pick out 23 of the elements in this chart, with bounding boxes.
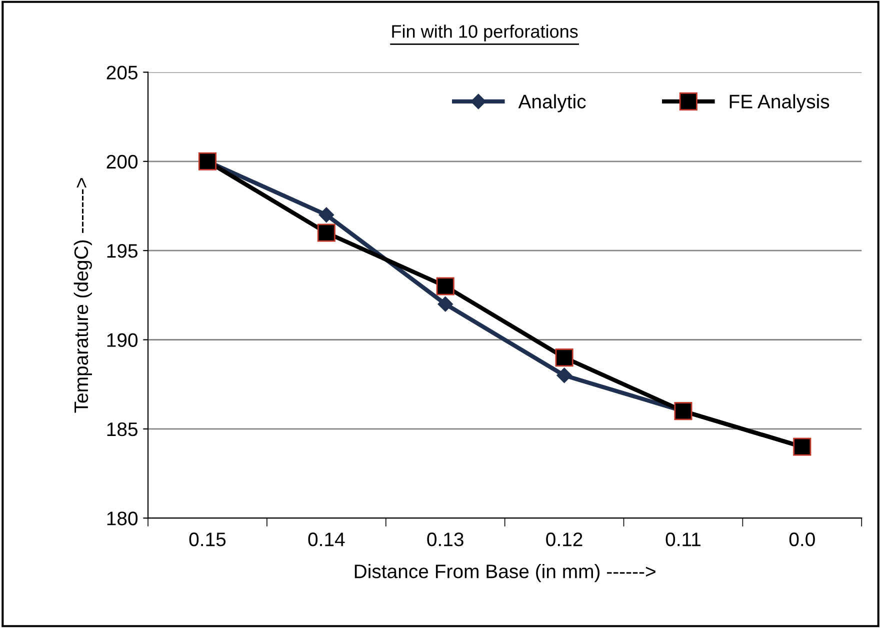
point <box>556 368 572 383</box>
point <box>318 207 334 222</box>
point <box>436 277 454 296</box>
legend-label: FE Analysis <box>730 94 830 112</box>
y-tick-label: 180 <box>107 512 138 526</box>
x-tick-label: 0.14 <box>308 532 345 546</box>
point <box>438 296 453 312</box>
x-tick-label: 0.13 <box>427 532 464 546</box>
y-tick-label: 200 <box>106 154 138 169</box>
x-tick-label: 0.12 <box>546 532 582 546</box>
x-tick-label: 0.15 <box>189 532 226 546</box>
y-tick-label: 185 <box>107 422 138 436</box>
legend-label: Analytic <box>518 94 586 112</box>
y-axis-title: Temparature (degC) -------> <box>74 178 92 413</box>
x-tick-label: 0.0 <box>789 532 815 546</box>
point <box>555 348 574 367</box>
point <box>317 224 336 242</box>
x-tick-label: 0.11 <box>666 532 700 546</box>
y-tick-label: 190 <box>107 333 138 347</box>
x-axis-title: Distance From Base (in mm) ------> <box>354 564 656 582</box>
chart-title: Fin with 10 perforations <box>392 24 578 42</box>
y-tick-label: 195 <box>107 244 138 258</box>
y-tick-label: 205 <box>106 66 138 80</box>
